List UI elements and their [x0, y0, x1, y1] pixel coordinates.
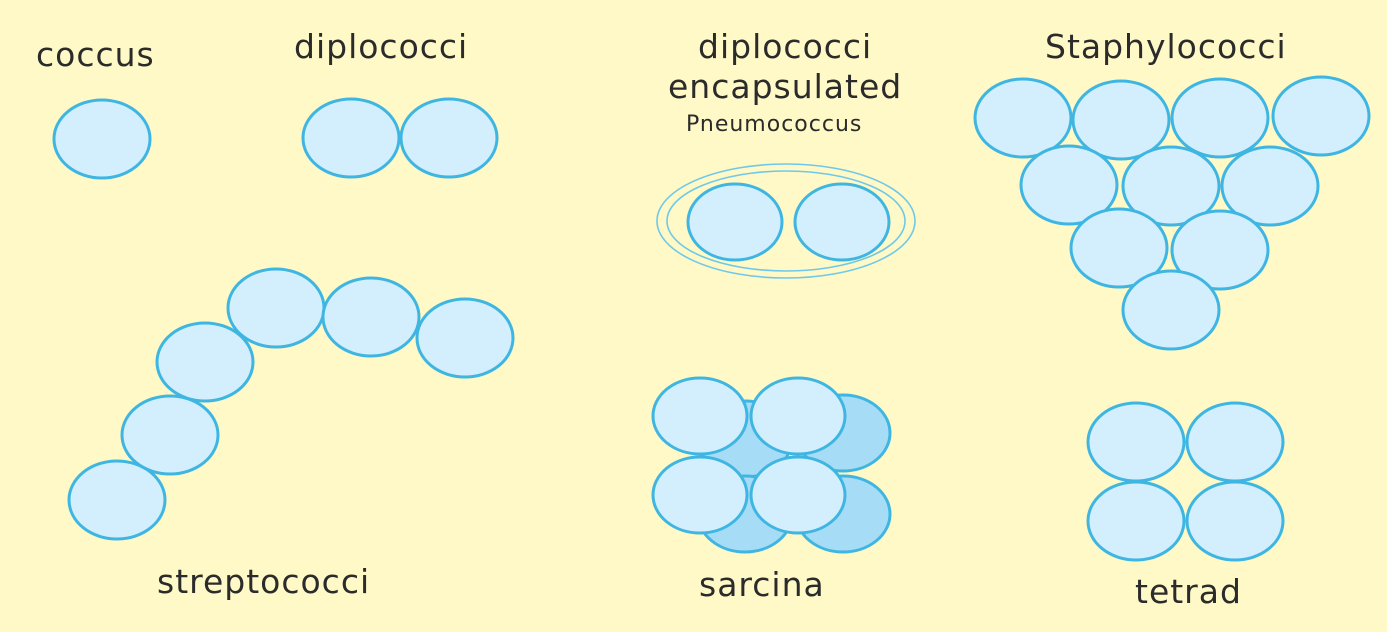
tetrad-label: tetrad: [1135, 572, 1242, 611]
tetrad-cell: [1185, 480, 1285, 562]
streptococci-cell: [321, 276, 421, 358]
capsule-inner: [666, 170, 906, 272]
staphylococci-cell: [973, 77, 1073, 159]
staphylococci-group: [973, 75, 1371, 351]
staphylococci-cell: [1170, 209, 1270, 291]
encapsulated-cell: [793, 182, 891, 262]
staphylococci-cell: [1071, 79, 1171, 161]
tetrad-cell: [1086, 480, 1186, 562]
diplococci-encapsulated-label-line1: diplococci: [698, 27, 872, 66]
staphylococci-cell: [1170, 77, 1270, 159]
staphylococci-cell: [1271, 75, 1371, 157]
coccus-cell: [52, 98, 152, 180]
streptococci-cell: [415, 297, 515, 379]
pneumococcus-label: Pneumococcus: [686, 112, 862, 137]
tetrad-group: [1086, 401, 1285, 562]
sarcina-group: [651, 376, 892, 554]
encapsulated-cell: [686, 182, 784, 262]
diplococci-cell: [301, 97, 401, 179]
streptococci-group: [67, 267, 515, 541]
diplococci-label: diplococci: [294, 27, 468, 66]
streptococci-cell: [120, 394, 220, 476]
tetrad-cell: [1185, 401, 1285, 483]
staphylococci-cell: [1019, 144, 1119, 226]
diplococci-cell: [399, 97, 499, 179]
sarcina-label: sarcina: [699, 565, 825, 604]
coccus-group: [52, 98, 152, 180]
sarcina-cell: [651, 455, 749, 535]
tetrad-cell: [1086, 401, 1186, 483]
sarcina-cell: [749, 455, 847, 535]
diplococci-encapsulated-label-line2: encapsulated: [668, 67, 902, 106]
coccus-label: coccus: [36, 35, 155, 74]
sarcina-cell: [749, 376, 847, 456]
staphylococci-cell: [1121, 269, 1221, 351]
staphylococci-label: Staphylococci: [1045, 27, 1287, 66]
streptococci-cell: [67, 459, 167, 541]
capsule-outer: [656, 163, 916, 279]
sarcina-cell: [651, 376, 749, 456]
staphylococci-cell: [1069, 207, 1169, 289]
streptococci-cell: [226, 267, 326, 349]
encapsulated-diplococci-group: [656, 163, 916, 279]
streptococci-label: streptococci: [157, 562, 370, 601]
diplococci-group: [301, 97, 499, 179]
staphylococci-cell: [1220, 145, 1320, 227]
staphylococci-cell: [1121, 145, 1221, 227]
streptococci-cell: [155, 321, 255, 403]
